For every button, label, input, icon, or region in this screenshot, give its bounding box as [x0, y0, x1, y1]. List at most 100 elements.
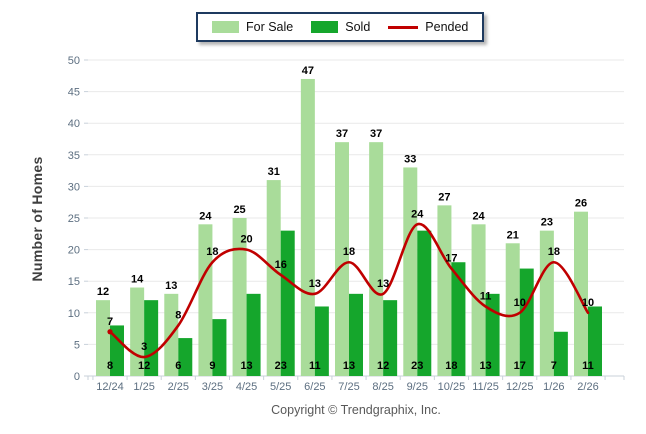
for-sale-swatch-icon — [212, 21, 239, 33]
sold-value-label: 17 — [514, 360, 526, 372]
legend-label-for-sale: For Sale — [246, 20, 294, 34]
sold-swatch-icon — [311, 21, 339, 33]
for-sale-value-label: 21 — [507, 229, 519, 241]
for-sale-value-label: 33 — [404, 153, 416, 165]
pended-line-start-marker — [107, 329, 113, 335]
legend-label-pended: Pended — [425, 20, 469, 34]
for-sale-bar — [505, 243, 520, 376]
for-sale-value-label: 14 — [131, 274, 144, 286]
y-tick-label: 0 — [74, 371, 80, 383]
x-tick-label: 12/25 — [506, 381, 534, 393]
pended-value-label: 11 — [480, 290, 492, 302]
y-tick-label: 40 — [68, 118, 80, 130]
x-tick-label: 3/25 — [202, 381, 223, 393]
legend-item-pended: Pended — [388, 20, 468, 34]
y-tick-label: 30 — [68, 181, 80, 193]
x-tick-label: 5/25 — [270, 381, 291, 393]
x-tick-label: 11/25 — [472, 381, 499, 393]
sold-bar — [383, 300, 398, 376]
for-sale-bar — [403, 167, 418, 376]
for-sale-value-label: 25 — [233, 204, 245, 216]
legend-item-for-sale: For Sale — [212, 20, 293, 34]
y-tick-label: 15 — [68, 276, 80, 288]
sold-bar — [588, 306, 602, 376]
pended-value-label: 20 — [240, 234, 252, 246]
sold-value-label: 11 — [309, 360, 321, 372]
x-tick-label: 2/25 — [168, 381, 189, 393]
sold-bar — [246, 293, 261, 376]
y-tick-label: 35 — [68, 150, 80, 162]
x-tick-label: 7/25 — [338, 381, 359, 393]
y-tick-label: 10 — [68, 308, 80, 320]
sold-bar — [280, 230, 295, 376]
sold-value-label: 12 — [377, 360, 389, 372]
for-sale-value-label: 23 — [541, 217, 553, 229]
for-sale-bar — [266, 180, 281, 376]
sold-value-label: 13 — [240, 360, 252, 372]
for-sale-bar — [539, 230, 554, 376]
pended-value-label: 13 — [309, 278, 321, 290]
for-sale-value-label: 24 — [472, 210, 485, 222]
sold-value-label: 23 — [411, 360, 423, 372]
pended-value-label: 16 — [275, 259, 287, 271]
pended-value-label: 24 — [411, 208, 424, 220]
for-sale-bar — [369, 142, 384, 376]
pended-value-label: 18 — [206, 246, 218, 258]
sold-value-label: 7 — [551, 360, 557, 372]
pended-value-label: 17 — [445, 253, 457, 265]
for-sale-bar — [335, 142, 349, 376]
sold-value-label: 8 — [107, 360, 113, 372]
x-tick-label: 8/25 — [372, 381, 393, 393]
pended-value-label: 18 — [548, 246, 560, 258]
x-tick-label: 2/26 — [577, 381, 598, 393]
for-sale-value-label: 26 — [575, 198, 587, 210]
for-sale-value-label: 37 — [370, 128, 382, 140]
pended-line — [108, 222, 590, 359]
pended-line-swatch-icon — [388, 25, 419, 29]
for-sale-bar — [198, 224, 213, 376]
pended-value-label: 8 — [175, 309, 181, 321]
y-tick-label: 5 — [74, 339, 80, 351]
sold-bar — [451, 262, 466, 376]
sold-value-label: 11 — [582, 360, 594, 372]
sold-bar — [212, 319, 227, 376]
for-sale-value-label: 13 — [165, 280, 177, 292]
sold-bar — [314, 306, 329, 376]
legend-label-sold: Sold — [345, 20, 371, 34]
for-sale-bar — [300, 78, 315, 377]
pended-value-label: 7 — [107, 316, 113, 328]
sold-bar — [553, 331, 568, 376]
for-sale-bar — [232, 218, 247, 376]
sold-bar — [349, 293, 363, 376]
pended-value-label: 13 — [377, 278, 389, 290]
sold-value-label: 6 — [175, 360, 181, 372]
sold-value-label: 9 — [209, 360, 215, 372]
sold-bar — [110, 325, 124, 376]
sold-value-label: 18 — [445, 360, 457, 372]
for-sale-value-label: 37 — [336, 128, 348, 140]
sold-value-label: 13 — [479, 360, 491, 372]
sold-bar — [417, 230, 432, 376]
sold-value-label: 13 — [343, 360, 355, 372]
y-tick-label: 20 — [68, 245, 80, 257]
pended-value-label: 18 — [343, 246, 355, 258]
sold-bar — [178, 338, 193, 376]
x-tick-label: 4/25 — [236, 381, 257, 393]
pended-value-label: 10 — [514, 297, 526, 309]
pended-value-label: 3 — [141, 341, 147, 353]
chart-legend: For Sale Sold Pended — [196, 12, 485, 42]
for-sale-value-label: 31 — [268, 166, 280, 178]
for-sale-value-label: 12 — [97, 286, 109, 298]
for-sale-bar — [574, 211, 588, 376]
x-tick-label: 10/25 — [438, 381, 466, 393]
for-sale-value-label: 24 — [199, 210, 212, 222]
y-tick-label: 25 — [68, 213, 80, 225]
y-tick-label: 45 — [68, 87, 80, 99]
for-sale-value-label: 27 — [438, 191, 450, 203]
x-tick-label: 12/24 — [96, 381, 124, 393]
x-tick-label: 6/25 — [304, 381, 325, 393]
sold-value-label: 12 — [138, 360, 150, 372]
sold-value-label: 23 — [275, 360, 287, 372]
for-sale-bar — [437, 205, 452, 376]
